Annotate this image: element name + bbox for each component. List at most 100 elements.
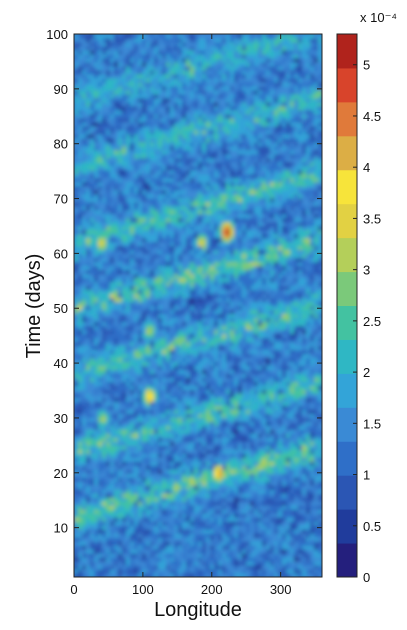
heatmap-cell <box>98 401 103 406</box>
heatmap-cell <box>206 529 211 534</box>
heatmap-cell <box>246 345 251 351</box>
heatmap-cell <box>286 505 291 510</box>
heatmap-cell <box>78 497 83 502</box>
heatmap-cell <box>126 261 131 267</box>
heatmap-cell <box>74 321 79 327</box>
heatmap-cell <box>222 445 227 450</box>
heatmap-cell <box>98 493 103 498</box>
heatmap-cell <box>78 385 83 390</box>
heatmap-cell <box>142 313 147 319</box>
heatmap-cell <box>130 281 135 287</box>
heatmap-cell <box>98 517 103 522</box>
heatmap-cell <box>278 329 283 335</box>
heatmap-cell <box>142 477 147 482</box>
heatmap-cell <box>118 341 123 347</box>
heatmap-cell <box>186 417 191 422</box>
heatmap-cell <box>118 313 123 319</box>
heatmap-cell <box>78 473 83 478</box>
heatmap-cell <box>114 481 119 486</box>
heatmap-cell <box>294 409 299 414</box>
heatmap-cell <box>134 485 139 490</box>
heatmap-cell <box>290 285 295 291</box>
heatmap-cell <box>102 397 107 402</box>
heatmap-cell <box>150 297 155 303</box>
heatmap-cell <box>314 349 319 355</box>
heatmap-cell <box>234 549 239 554</box>
heatmap-cell <box>314 521 319 526</box>
heatmap-cell <box>142 301 147 307</box>
heatmap-cell <box>318 453 322 458</box>
heatmap-cell <box>258 545 263 550</box>
heatmap-cell <box>250 469 255 474</box>
heatmap-cell <box>254 461 259 466</box>
heatmap-cell <box>98 429 103 434</box>
heatmap-cell <box>278 317 283 323</box>
heatmap-cell <box>222 409 227 414</box>
heatmap-cell <box>218 405 223 410</box>
heatmap-cell <box>98 545 103 550</box>
heatmap-cell <box>94 461 99 466</box>
heatmap-cell <box>286 257 291 263</box>
heatmap-cell <box>218 441 223 446</box>
heatmap-cell <box>174 473 179 478</box>
heatmap-cell <box>134 477 139 482</box>
heatmap-cell <box>146 417 151 422</box>
heatmap-cell <box>102 521 107 526</box>
heatmap-cell <box>170 357 175 362</box>
heatmap-cell <box>254 509 259 514</box>
heatmap-cell <box>278 353 283 358</box>
heatmap-cell <box>78 321 83 327</box>
heatmap-cell <box>78 493 83 498</box>
heatmap-cell <box>218 297 223 303</box>
heatmap-cell <box>238 509 243 514</box>
heatmap-cell <box>298 405 303 410</box>
heatmap-cell <box>222 277 227 283</box>
heatmap-cell <box>302 545 307 550</box>
heatmap-cell <box>198 361 203 366</box>
heatmap-cell <box>234 445 239 450</box>
heatmap-cell <box>154 565 159 570</box>
heatmap-cell <box>318 409 322 414</box>
heatmap-cell <box>278 497 283 502</box>
heatmap-cell <box>318 357 322 362</box>
heatmap-cell <box>278 269 283 275</box>
heatmap-cell <box>238 329 243 335</box>
heatmap-cell <box>166 445 171 450</box>
heatmap-cell <box>222 285 227 291</box>
heatmap-cell <box>130 385 135 390</box>
heatmap-cell <box>314 417 319 422</box>
heatmap-cell <box>162 317 167 323</box>
heatmap-cell <box>166 477 171 482</box>
heatmap-cell <box>138 265 143 271</box>
heatmap-cell <box>186 325 191 331</box>
heatmap-cell <box>262 417 267 422</box>
heatmap-cell <box>114 469 119 474</box>
heatmap-cell <box>90 541 95 546</box>
heatmap-cell <box>150 317 155 323</box>
heatmap-cell <box>214 461 219 466</box>
heatmap-cell <box>234 477 239 482</box>
heatmap-cell <box>218 481 223 486</box>
heatmap-cell <box>238 513 243 518</box>
heatmap-cell <box>314 505 319 510</box>
heatmap-cell <box>130 393 135 398</box>
heatmap-cell <box>194 493 199 498</box>
heatmap-cell <box>106 365 111 370</box>
heatmap-cell <box>278 489 283 494</box>
heatmap-cell <box>102 389 107 394</box>
heatmap-cell <box>206 413 211 418</box>
heatmap-cell <box>238 461 243 466</box>
heatmap-cell <box>78 261 83 267</box>
heatmap-cell <box>162 409 167 414</box>
heatmap-cell <box>186 301 191 307</box>
heatmap-cell <box>86 345 91 351</box>
heatmap-cell <box>194 325 199 331</box>
heatmap-cell <box>226 273 231 279</box>
heatmap-cell <box>90 537 95 542</box>
heatmap-cell <box>274 425 279 430</box>
heatmap-cell <box>298 361 303 366</box>
heatmap-cell <box>230 433 235 438</box>
heatmap-cell <box>218 533 223 538</box>
heatmap-cell <box>98 421 103 426</box>
heatmap-cell <box>126 569 131 574</box>
